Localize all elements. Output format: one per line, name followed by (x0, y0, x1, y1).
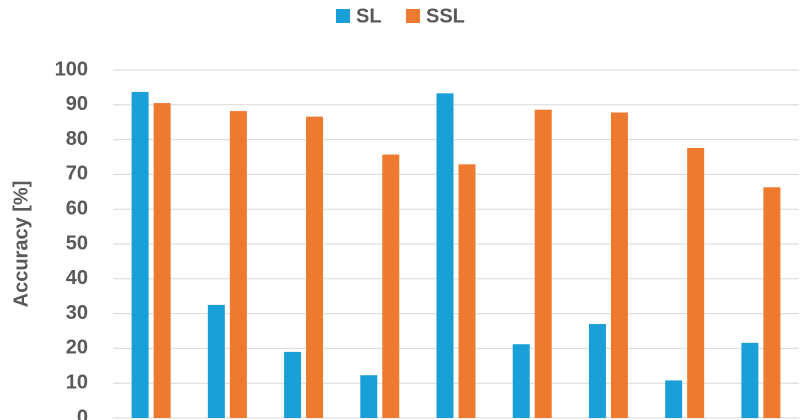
bar (360, 375, 378, 418)
y-tick-label: 80 (66, 128, 88, 150)
bar (763, 187, 781, 418)
y-tick-label: 40 (66, 267, 88, 289)
y-tick-label: 50 (66, 232, 88, 254)
bar (284, 351, 302, 418)
bar (610, 112, 628, 419)
bar (534, 109, 552, 418)
y-tick-label: 100 (55, 58, 88, 80)
bar (687, 147, 705, 418)
y-tick-label: 90 (66, 93, 88, 115)
y-tick-label: 0 (77, 406, 88, 420)
bar (741, 342, 759, 418)
bar (458, 164, 476, 418)
y-tick-label: 70 (66, 163, 88, 185)
bar (207, 304, 225, 418)
legend-swatch (336, 9, 350, 23)
y-tick-label: 30 (66, 302, 88, 324)
y-axis-title: Accuracy [%] (10, 181, 32, 308)
y-tick-label: 60 (66, 197, 88, 219)
bar (436, 93, 454, 418)
y-tick-label: 20 (66, 337, 88, 359)
bar (306, 116, 324, 418)
bar (588, 324, 606, 418)
bar (153, 103, 171, 418)
bar (382, 154, 400, 418)
bar (229, 111, 247, 419)
legend-swatch (406, 9, 420, 23)
y-tick-label: 10 (66, 371, 88, 393)
bar (512, 344, 530, 418)
legend-label: SL (356, 5, 382, 27)
bar (665, 380, 683, 418)
bar (131, 91, 149, 418)
legend-label: SSL (426, 5, 465, 27)
